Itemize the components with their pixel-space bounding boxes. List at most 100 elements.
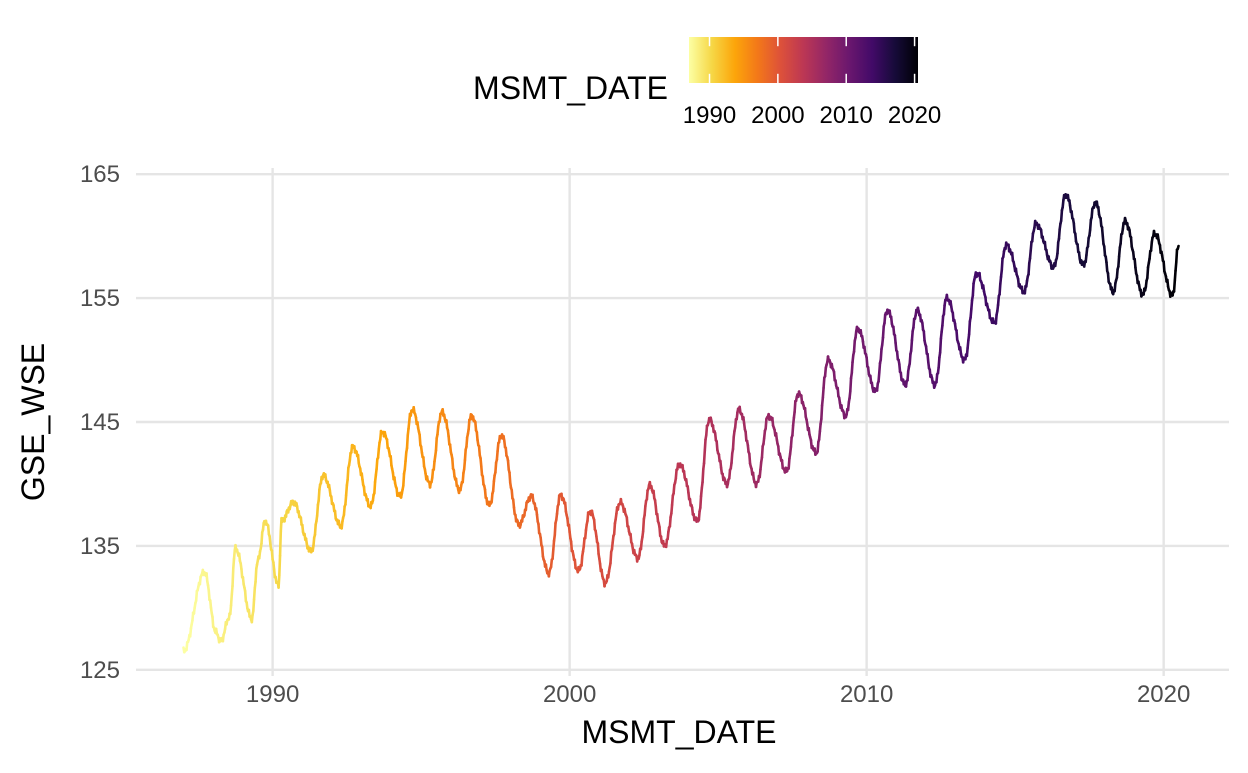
series-line-segment xyxy=(436,438,437,450)
series-line-segment xyxy=(907,371,908,380)
series-line-segment xyxy=(245,591,246,601)
series-line-segment xyxy=(645,506,646,515)
y-tick-label: 135 xyxy=(80,533,120,560)
legend-label: 2010 xyxy=(820,102,873,129)
series-line-segment xyxy=(253,599,254,611)
series-line-segment xyxy=(1131,237,1132,246)
series-line-segment xyxy=(1102,227,1103,236)
y-tick-label: 125 xyxy=(80,657,120,684)
series-line-segment xyxy=(469,420,470,429)
series-line-segment xyxy=(1121,234,1122,243)
series-line-segment xyxy=(538,524,539,533)
series-line-segment xyxy=(912,331,913,340)
series-line-segment xyxy=(939,358,940,368)
series-line-segment xyxy=(704,451,705,463)
series-line-segment xyxy=(231,595,232,606)
series-line-segment xyxy=(717,441,718,450)
series-line-segment xyxy=(196,591,197,601)
series-line-segment xyxy=(942,316,943,326)
series-line-segment xyxy=(792,425,793,435)
series-line-segment xyxy=(971,300,972,309)
series-line-segment xyxy=(509,473,510,483)
legend-label: 2000 xyxy=(751,102,804,129)
series-line-segment xyxy=(672,496,673,505)
series-line-segment xyxy=(254,588,255,599)
series-line-segment xyxy=(746,432,747,441)
series-line-segment xyxy=(910,354,911,364)
series-line-segment xyxy=(571,542,572,551)
series-line-segment xyxy=(594,520,595,530)
series-line-segment xyxy=(647,490,648,499)
series-line-segment xyxy=(627,517,628,526)
series-line-segment xyxy=(420,435,421,445)
series-line-segment xyxy=(319,490,320,501)
series-line-segment xyxy=(1119,248,1120,257)
series-line-segment xyxy=(555,523,556,535)
series-line-segment xyxy=(700,496,701,508)
y-tick-label: 145 xyxy=(80,409,120,436)
series-line-segment xyxy=(553,550,554,559)
series-line-segment xyxy=(377,459,378,469)
series-line-segment xyxy=(374,482,375,493)
series-line-segment xyxy=(481,466,482,475)
series-line-segment xyxy=(659,527,660,536)
series-line-segment xyxy=(1090,220,1091,230)
series-line-segment xyxy=(348,468,349,480)
series-line-segment xyxy=(1147,267,1148,278)
y-axis-title: GSE_WSE xyxy=(15,343,51,501)
x-tick-label: 1990 xyxy=(246,681,299,708)
series-line-segment xyxy=(706,426,707,435)
series-line-segment xyxy=(1061,210,1062,220)
series-line-segment xyxy=(582,556,583,566)
series-line-segment xyxy=(823,388,824,398)
legend-colorbar xyxy=(689,37,918,83)
series-line-segment xyxy=(479,446,480,455)
legend-labels: 1990 2000 2010 2020 xyxy=(683,102,941,129)
series-line-segment xyxy=(233,569,234,587)
series-line-segment xyxy=(406,452,407,461)
series-line-segment xyxy=(703,469,704,482)
series-line-segment xyxy=(279,575,280,587)
series-line-segment xyxy=(542,547,543,557)
series-line-segment xyxy=(795,401,796,412)
series-line-segment xyxy=(969,321,970,334)
series-line-segment xyxy=(766,419,767,429)
series-line-segment xyxy=(1178,246,1179,249)
series-line-segment xyxy=(1057,242,1058,253)
series-line-segment xyxy=(879,363,880,373)
series-line-segment xyxy=(670,517,671,526)
series-line-segment xyxy=(403,474,404,486)
series-line-segment xyxy=(598,543,599,554)
series-line-segment xyxy=(232,586,233,595)
series-line-segment xyxy=(1002,258,1003,269)
series-line-segment xyxy=(676,470,677,479)
series-line-segment xyxy=(940,339,941,353)
legend: MSMT_DATE 1990 2000 2010 2020 xyxy=(473,37,941,129)
grid-lines xyxy=(136,168,1229,676)
legend-label: 1990 xyxy=(683,102,736,129)
series-line-segment xyxy=(867,358,868,367)
series-line-segment xyxy=(391,456,392,465)
series-line-segment xyxy=(256,569,257,582)
series-line-segment xyxy=(1118,256,1119,266)
series-line-segment xyxy=(643,519,644,531)
series-line-segment xyxy=(1059,229,1060,239)
series-line-segment xyxy=(610,552,611,563)
series-line-segment xyxy=(944,305,945,314)
series-line-segment xyxy=(879,373,880,382)
series-line-segment xyxy=(464,460,465,469)
legend-label: 2020 xyxy=(888,102,941,129)
x-tick-label: 2020 xyxy=(1137,681,1190,708)
series-line-segment xyxy=(346,485,347,495)
series-line-segment xyxy=(280,532,281,556)
series-line-segment xyxy=(956,330,957,339)
legend-title: MSMT_DATE xyxy=(473,70,668,106)
series-line-segment xyxy=(233,559,234,569)
series-line-segment xyxy=(1174,281,1175,292)
series-line-segment xyxy=(671,505,672,514)
series-line-segment xyxy=(345,495,346,504)
y-tick-label: 165 xyxy=(80,161,120,188)
